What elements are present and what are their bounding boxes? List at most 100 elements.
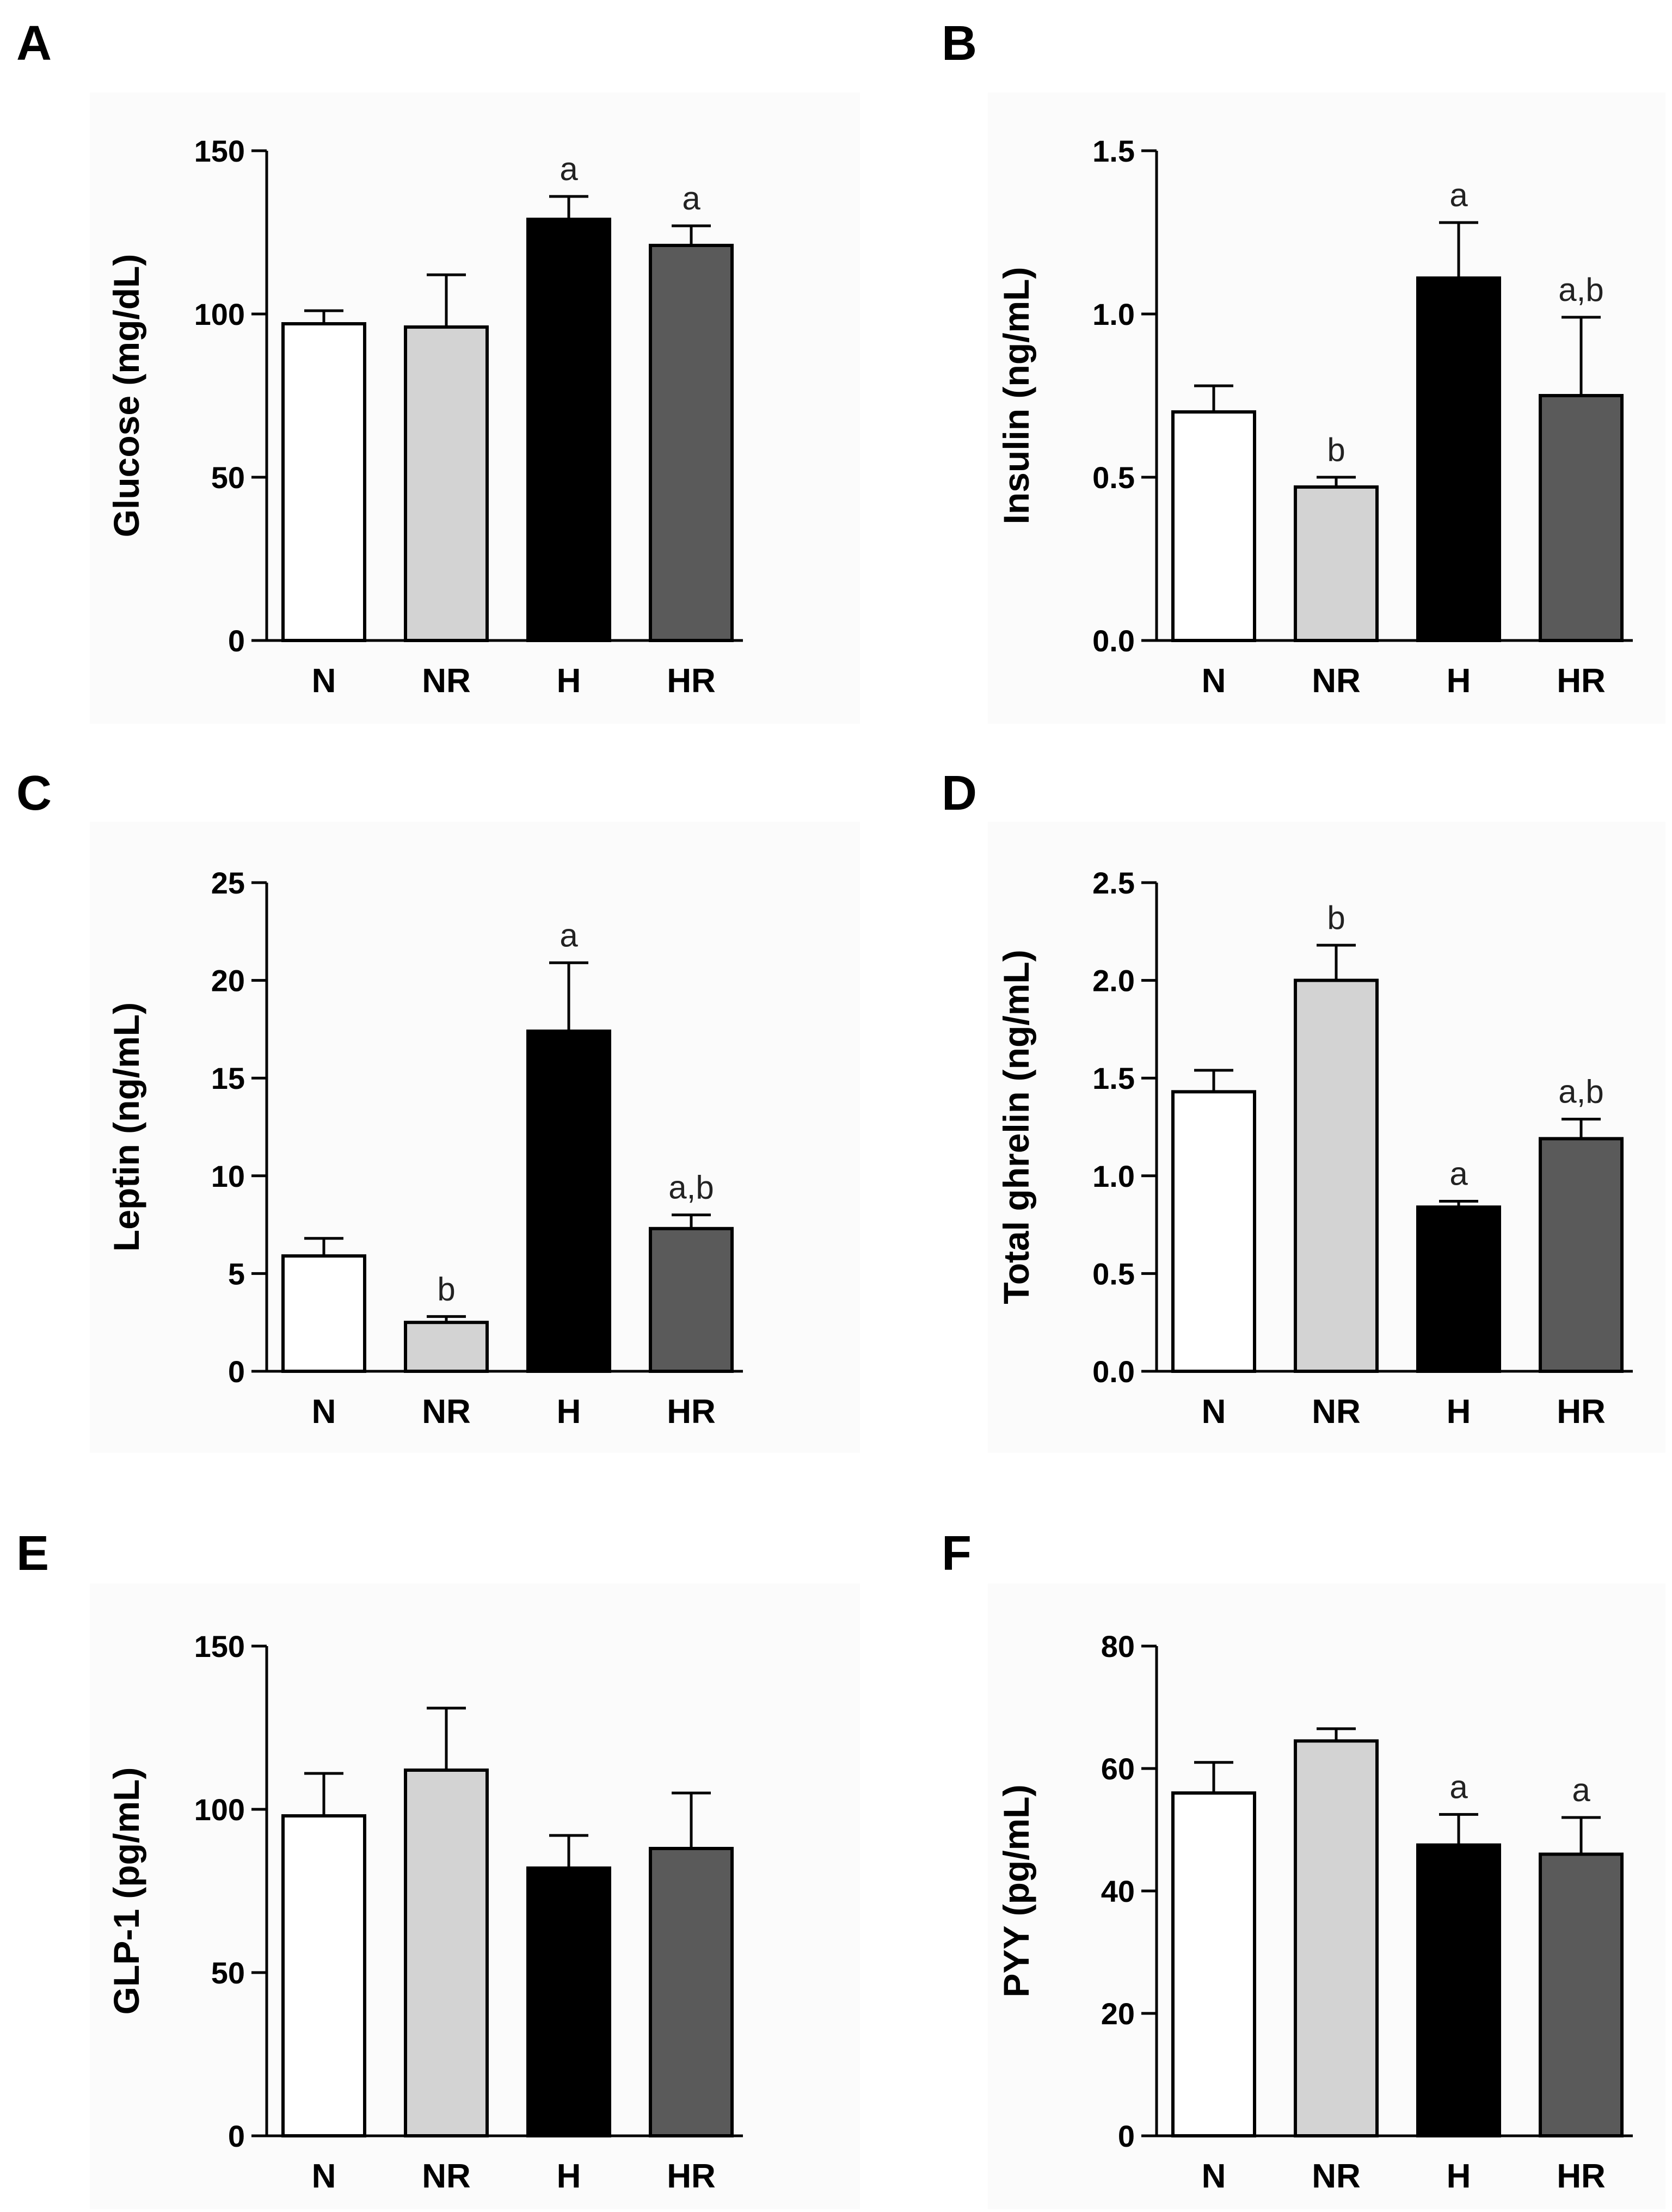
- panel-e-letter: E: [16, 1526, 49, 1581]
- panel-f-bar-nr: [1294, 1739, 1379, 2137]
- panel-e-bar-n: [281, 1814, 366, 2137]
- panel-c-x-tick-label-n: N: [312, 1393, 336, 1431]
- panel-f-y-axis-title: PYY (pg/mL): [996, 1784, 1036, 1997]
- panel-c-significance-hr: a,b: [668, 1169, 714, 1206]
- panel-b-y-axis-title: Insulin (ng/mL): [996, 267, 1036, 525]
- panel-b-x-tick-label-h: H: [1447, 662, 1471, 700]
- panel-f-x-tick-label-h: H: [1447, 2158, 1471, 2195]
- panel-d-bar-nr: [1294, 978, 1379, 1373]
- panel-c-bar-nr: [404, 1321, 489, 1373]
- panel-e-y-tick-label: 50: [211, 1956, 245, 1990]
- panel-b-x-tick-label-nr: NR: [1312, 662, 1361, 700]
- panel-e-bar-hr: [649, 1847, 734, 2137]
- panel-d-x-tick-label-n: N: [1202, 1393, 1226, 1431]
- panel-b-y-tick-label: 0.0: [1092, 624, 1135, 658]
- panel-d-x-tick-label-hr: HR: [1557, 1393, 1606, 1431]
- panel-e: E 0 50 100 150 GLP-1 (pg/mL) N NR H HR: [16, 1526, 860, 2209]
- panel-f-x-tick-label-hr: HR: [1557, 2158, 1606, 2195]
- panel-f-significance-h: a: [1449, 1769, 1468, 1805]
- panel-b-significance-nr: b: [1327, 432, 1345, 468]
- panel-a-bar-n: [281, 322, 366, 642]
- panel-e-x-tick-label-n: N: [312, 2158, 336, 2195]
- panel-b-y-tick-label: 1.0: [1092, 297, 1135, 331]
- panel-e-bar-nr: [404, 1769, 489, 2137]
- panel-c-y-tick-label: 15: [211, 1061, 245, 1095]
- panel-d-y-tick-label: 0.5: [1092, 1256, 1135, 1291]
- panel-e-x-tick-label-hr: HR: [667, 2158, 716, 2195]
- panel-d: D 0.0 0.5 1.0 1.5 2.0 2.5 Total ghrelin (ng/mL)…: [942, 766, 1665, 1453]
- panel-b: B 0.0 0.5 1.0 1.5 Insulin (ng/mL) Nb NR a Ha,b HR: [942, 16, 1665, 724]
- panel-b-significance-h: a: [1449, 177, 1468, 213]
- panel-b-x-tick-label-n: N: [1202, 662, 1226, 700]
- panel-a-y-tick-label: 100: [194, 297, 245, 331]
- panel-d-bar-hr: [1539, 1137, 1624, 1373]
- panel-d-significance-nr: b: [1327, 899, 1345, 936]
- panel-a-y-tick-label: 0: [228, 624, 245, 658]
- panel-b-bar-n: [1171, 410, 1256, 642]
- panel-d-y-tick-label: 2.5: [1092, 866, 1135, 900]
- panel-d-x-tick-label-h: H: [1447, 1393, 1471, 1431]
- panel-f-y-tick-label: 0: [1118, 2119, 1135, 2153]
- panel-c-significance-h: a: [560, 917, 578, 953]
- panel-b-letter: B: [942, 16, 977, 71]
- panel-c-x-tick-label-hr: HR: [667, 1393, 716, 1431]
- panel-a-letter: A: [16, 16, 52, 71]
- panel-b-bar-nr: [1294, 485, 1379, 642]
- panel-d-bar-h: [1416, 1205, 1501, 1373]
- panel-c-bar-hr: [649, 1227, 734, 1373]
- panel-c-bar-h: [526, 1029, 611, 1373]
- panel-e-x-tick-label-h: H: [557, 2158, 581, 2195]
- panel-a-bar-hr: [649, 244, 734, 642]
- panel-c-x-tick-label-nr: NR: [422, 1393, 471, 1431]
- panel-d-significance-hr: a,b: [1558, 1074, 1603, 1110]
- panel-a-x-tick-label-n: N: [312, 662, 336, 700]
- panel-c-bar-n: [281, 1254, 366, 1373]
- panel-d-x-tick-label-nr: NR: [1312, 1393, 1361, 1431]
- panel-f-bar-n: [1171, 1791, 1256, 2137]
- panel-d-y-tick-label: 1.5: [1092, 1061, 1135, 1095]
- panel-e-y-tick-label: 0: [228, 2119, 245, 2153]
- panel-d-significance-h: a: [1449, 1155, 1468, 1192]
- panel-a-x-tick-label-nr: NR: [422, 662, 471, 700]
- panel-d-letter: D: [942, 766, 977, 821]
- panel-e-y-tick-label: 100: [194, 1792, 245, 1827]
- panel-c-y-axis-title: Leptin (ng/mL): [106, 1002, 146, 1252]
- panel-c-y-tick-label: 25: [211, 866, 245, 900]
- panel-c: C 0 5 10 15 20 25 Leptin (ng/mL) Nb NR a Ha,b HR: [16, 766, 860, 1453]
- panel-e-y-axis-title: GLP-1 (pg/mL): [106, 1767, 146, 2015]
- panel-f-y-tick-label: 80: [1101, 1629, 1135, 1663]
- panel-a-y-tick-label: 150: [194, 134, 245, 168]
- panel-f-x-tick-label-n: N: [1202, 2158, 1226, 2195]
- panel-b-bar-h: [1416, 276, 1501, 642]
- panel-f-x-tick-label-nr: NR: [1312, 2158, 1361, 2195]
- panel-b-bar-hr: [1539, 394, 1624, 642]
- panel-f-significance-hr: a: [1572, 1772, 1590, 1808]
- panel-a-significance-hr: a: [682, 180, 700, 217]
- panel-f-y-tick-label: 40: [1101, 1874, 1135, 1908]
- panel-b-y-tick-label: 0.5: [1092, 460, 1135, 495]
- panel-f-bar-hr: [1539, 1852, 1624, 2137]
- panel-d-y-tick-label: 1.0: [1092, 1159, 1135, 1193]
- panel-c-significance-nr: b: [437, 1271, 455, 1307]
- panel-d-y-tick-label: 0.0: [1092, 1354, 1135, 1389]
- panel-d-bar-n: [1171, 1090, 1256, 1373]
- panel-c-y-tick-label: 20: [211, 964, 245, 998]
- panel-b-y-tick-label: 1.5: [1092, 134, 1135, 168]
- panel-e-y-tick-label: 150: [194, 1629, 245, 1663]
- panel-f-bar-h: [1416, 1843, 1501, 2137]
- panel-d-y-axis-title: Total ghrelin (ng/mL): [996, 950, 1036, 1304]
- panel-e-x-tick-label-nr: NR: [422, 2158, 471, 2195]
- panel-f-letter: F: [942, 1526, 972, 1581]
- panel-c-y-tick-label: 5: [228, 1256, 245, 1291]
- panel-e-bar-h: [526, 1866, 611, 2137]
- panel-a-significance-h: a: [560, 151, 578, 187]
- panel-c-x-tick-label-h: H: [557, 1393, 581, 1431]
- panel-a: A 0 50 100 150 Glucose (mg/dL) N NR a Ha HR: [16, 16, 860, 724]
- panel-c-letter: C: [16, 766, 52, 821]
- panel-b-x-tick-label-hr: HR: [1557, 662, 1606, 700]
- panel-d-y-tick-label: 2.0: [1092, 964, 1135, 998]
- panel-a-x-tick-label-hr: HR: [667, 662, 716, 700]
- panel-f: F 0 20 40 60 80 PYY (pg/mL) N NR a Ha HR: [942, 1526, 1665, 2209]
- panel-a-x-tick-label-h: H: [557, 662, 581, 700]
